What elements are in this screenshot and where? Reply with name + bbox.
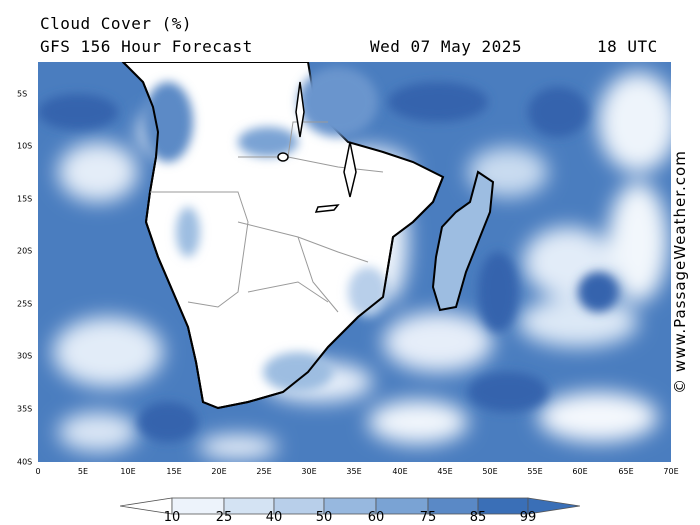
lon-label: 45E [437,467,453,476]
lon-label: 65E [618,467,634,476]
lat-label: 5S [17,89,28,99]
lat-label: 35S [17,404,33,414]
lat-label: 15S [17,194,33,204]
chart-title: Cloud Cover (%) [40,14,192,33]
lon-label: 50E [482,467,498,476]
lon-label: 60E [572,467,588,476]
legend-label: 99 [519,510,537,525]
lon-label: 0 [35,467,41,476]
lon-label: 5E [77,467,89,476]
lon-label: 70E [663,467,679,476]
model-forecast-label: GFS 156 Hour Forecast [40,37,253,56]
lon-label: 30E [301,467,317,476]
legend-bar [119,494,581,518]
lat-label: 25S [17,299,33,309]
cloud-cover-map [38,61,678,462]
watermark: © www.PassageWeather.com [671,150,689,394]
legend-label: 10 [163,510,181,525]
lon-label: 20E [211,467,227,476]
legend-label: 60 [367,510,385,525]
lon-label: 35E [346,467,362,476]
lon-label: 25E [256,467,272,476]
lon-label: 55E [527,467,543,476]
lon-label: 15E [166,467,182,476]
legend-label: 85 [469,510,487,525]
lat-label: 10S [17,141,33,151]
madagascar [431,170,495,312]
legend-label: 75 [419,510,437,525]
legend-label: 25 [215,510,233,525]
legend-arrow-high [527,497,581,515]
cloud-over-land [143,67,388,392]
legend-colorbar [119,497,581,515]
country-borders [150,121,384,313]
legend-label: 50 [315,510,333,525]
africa-coastline [122,61,444,410]
valid-time: 18 UTC [597,37,658,56]
lat-label: 40S [17,457,33,467]
map-frame [38,61,678,462]
cloud-field-dark [38,82,618,442]
legend-label: 40 [265,510,283,525]
lakes [277,81,357,213]
lat-label: 20S [17,246,33,256]
lon-label: 10E [120,467,136,476]
lon-label: 40E [392,467,408,476]
lat-label: 30S [17,351,33,361]
valid-date: Wed 07 May 2025 [370,37,522,56]
